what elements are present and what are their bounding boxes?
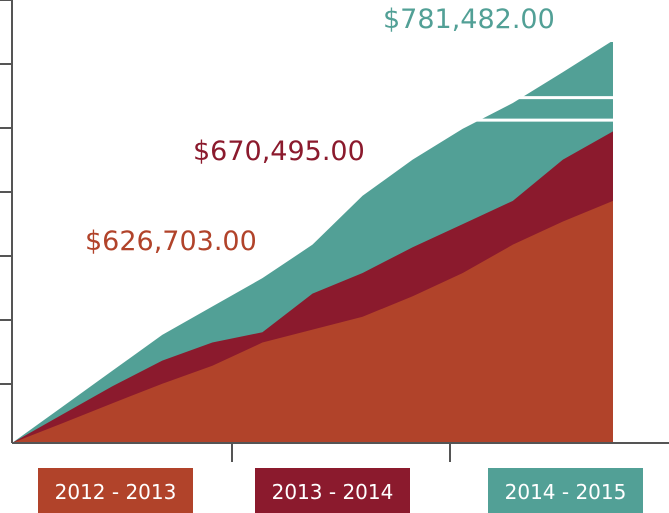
legend-label: 2013 - 2014 [272, 480, 394, 504]
y-axis-ticks [0, 0, 12, 385]
legend-label: 2012 - 2013 [55, 480, 177, 504]
legend: 2012 - 2013 2013 - 2014 2014 - 2015 [38, 468, 643, 513]
annotation-label: $670,495.00 [193, 136, 365, 167]
legend-swatch [488, 468, 643, 513]
legend-label: 2014 - 2015 [505, 480, 627, 504]
annotation-label: $626,703.00 [85, 226, 257, 257]
series-areas [12, 40, 613, 444]
value-annotations: $781,482.00 $670,495.00 $626,703.00 [85, 4, 613, 257]
annotation-label: $781,482.00 [383, 4, 555, 35]
legend-swatch [255, 468, 410, 513]
x-axis-ticks [231, 443, 451, 462]
axes [11, 0, 669, 444]
legend-swatch [38, 468, 193, 513]
area-series-2012-2013 [12, 200, 613, 443]
